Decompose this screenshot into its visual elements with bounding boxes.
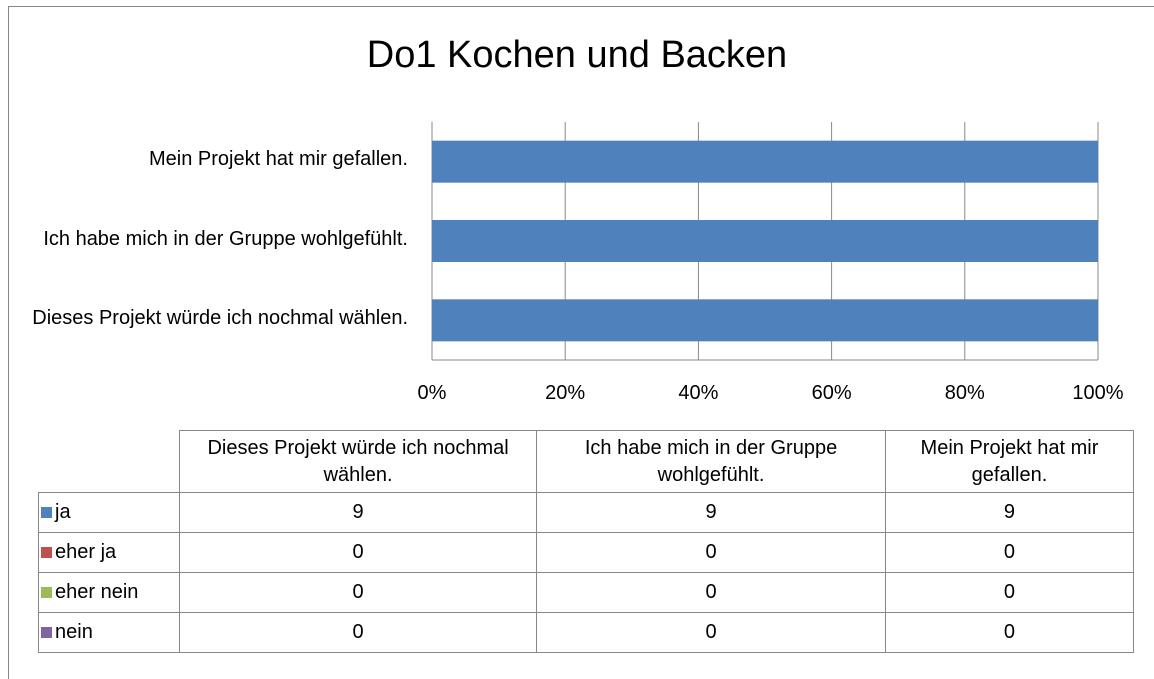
legend-key bbox=[41, 587, 52, 598]
bar bbox=[432, 299, 1098, 342]
table-cell: 0 bbox=[884, 612, 1135, 653]
legend-entry: ja bbox=[38, 492, 180, 533]
x-tick-label: 100% bbox=[1072, 382, 1124, 404]
table-cell: 0 bbox=[536, 572, 886, 613]
y-tick-label: Ich habe mich in der Gruppe wohlgefühlt. bbox=[43, 227, 408, 250]
x-tick-label: 20% bbox=[545, 382, 586, 404]
table-row: eher nein 0 0 0 bbox=[38, 572, 1135, 613]
x-tick-label: 60% bbox=[811, 382, 852, 404]
legend-label: eher ja bbox=[55, 541, 117, 563]
table-cell: 9 bbox=[536, 492, 886, 533]
legend-key bbox=[41, 627, 52, 638]
legend-label: nein bbox=[55, 621, 93, 643]
table-header-cell: Dieses Projekt würde ich nochmal wählen. bbox=[178, 430, 538, 493]
table-cell: 0 bbox=[178, 532, 538, 573]
legend-label: eher nein bbox=[55, 581, 139, 603]
table-cell: 0 bbox=[178, 572, 538, 613]
bar bbox=[432, 220, 1098, 262]
table-cell: 0 bbox=[884, 572, 1135, 613]
table-corner bbox=[38, 430, 180, 493]
bar bbox=[432, 140, 1098, 183]
data-table: Dieses Projekt würde ich nochmal wählen.… bbox=[38, 430, 1135, 653]
x-tick-label: 0% bbox=[417, 382, 447, 404]
table-cell: 0 bbox=[884, 532, 1135, 573]
table-cell: 0 bbox=[536, 532, 886, 573]
chart-frame bbox=[8, 6, 1154, 679]
x-tick-label: 40% bbox=[678, 382, 719, 404]
legend-key bbox=[41, 547, 52, 558]
legend-entry: eher nein bbox=[38, 572, 180, 613]
y-tick-label: Mein Projekt hat mir gefallen. bbox=[148, 148, 408, 171]
table-row: ja 9 9 9 bbox=[38, 492, 1135, 533]
legend-key bbox=[41, 507, 52, 518]
legend-label: ja bbox=[55, 501, 71, 523]
chart-title: Do1 Kochen und Backen bbox=[366, 34, 788, 76]
table-cell: 9 bbox=[178, 492, 538, 533]
legend-entry: eher ja bbox=[38, 532, 180, 573]
legend-entry: nein bbox=[38, 612, 180, 653]
table-header-cell: Mein Projekt hat mir gefallen. bbox=[884, 430, 1135, 493]
table-header-cell: Ich habe mich in der Gruppe wohlgefühlt. bbox=[536, 430, 886, 493]
x-tick-label: 80% bbox=[944, 382, 985, 404]
table-row: eher ja 0 0 0 bbox=[38, 532, 1135, 573]
y-tick-label: Dieses Projekt würde ich nochmal wählen. bbox=[32, 306, 408, 329]
table-cell: 0 bbox=[536, 612, 886, 653]
table-cell: 0 bbox=[178, 612, 538, 653]
table-header: Dieses Projekt würde ich nochmal wählen.… bbox=[38, 430, 1135, 493]
table-cell: 9 bbox=[884, 492, 1135, 533]
table-row: nein 0 0 0 bbox=[38, 612, 1135, 653]
